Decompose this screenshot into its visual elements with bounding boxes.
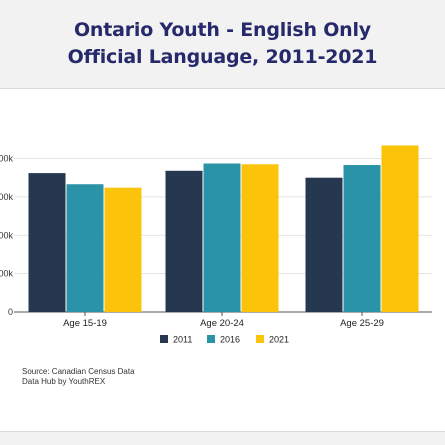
chart-title-line-2: Official Language, 2011-2021 [67, 46, 378, 68]
source-note: Source: Canadian Census Data Data Hub by… [22, 367, 135, 387]
bar-2021-0 [104, 187, 142, 312]
legend-label-2021: 2021 [269, 335, 289, 345]
y-tick-label: 400k [0, 154, 13, 164]
bar-chart: 0 100k 200k 300k 400k Age 15-19 Age 20-24 Age 2… [0, 145, 432, 345]
y-tick-label: 100k [0, 269, 13, 279]
source-line: Source: Canadian Census Data [22, 367, 135, 376]
y-tick-label: 200k [0, 230, 13, 240]
bar-2021-1 [241, 164, 279, 312]
chart-panel: 0 100k 200k 300k 400k Age 15-19 Age 20-24 Age 2… [0, 88, 445, 432]
x-tick-label: Age 25-29 [340, 318, 384, 329]
bar-2021-2 [381, 145, 419, 312]
chart-title-line-1: Ontario Youth - English Only [73, 19, 371, 41]
x-tick-label: Age 20-24 [200, 318, 244, 329]
bar-2016-0 [66, 184, 104, 312]
legend-label-2016: 2016 [220, 335, 240, 345]
chart-header: Ontario Youth - English Only Official La… [0, 0, 445, 88]
bar-2011-0 [28, 173, 66, 312]
bar-2011-2 [305, 177, 343, 312]
data-hub-line: Data Hub by YouthREX [22, 377, 106, 386]
legend-swatch-2021 [256, 335, 264, 343]
y-tick-label: 0 [8, 307, 13, 317]
y-tick-label: 300k [0, 192, 13, 202]
x-tick-label: Age 15-19 [63, 318, 107, 329]
bar-2016-1 [203, 163, 241, 312]
legend-label-2011: 2011 [173, 335, 192, 345]
legend-swatch-2016 [207, 335, 215, 343]
bar-2016-2 [343, 165, 381, 312]
legend-swatch-2011 [160, 335, 168, 343]
bar-2011-1 [165, 170, 203, 312]
